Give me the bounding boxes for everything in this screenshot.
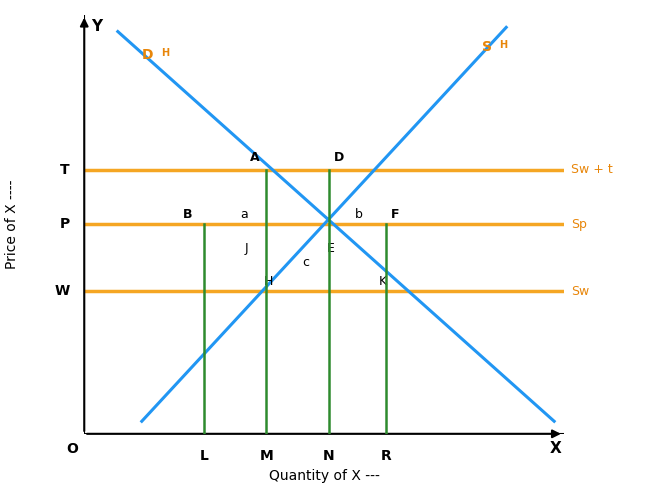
- Text: F: F: [391, 208, 400, 221]
- Text: K: K: [379, 275, 388, 288]
- Text: L: L: [200, 449, 209, 462]
- Text: Price of X ----: Price of X ----: [5, 179, 19, 269]
- Text: D: D: [334, 151, 344, 165]
- Text: A: A: [249, 151, 259, 165]
- Text: J: J: [245, 242, 248, 254]
- Text: N: N: [323, 449, 334, 462]
- Text: X: X: [550, 441, 561, 456]
- Text: b: b: [355, 208, 363, 221]
- Text: Sw: Sw: [571, 285, 589, 298]
- Text: Y: Y: [91, 19, 102, 34]
- Text: a: a: [240, 208, 248, 221]
- Text: H: H: [499, 40, 507, 50]
- Text: D: D: [142, 48, 154, 62]
- Text: Sp: Sp: [571, 218, 587, 231]
- Text: R: R: [381, 449, 391, 462]
- Text: E: E: [327, 242, 334, 254]
- Text: S: S: [482, 40, 492, 54]
- Text: W: W: [54, 284, 70, 298]
- Text: H: H: [161, 48, 169, 58]
- Text: c: c: [303, 256, 310, 269]
- Text: T: T: [60, 163, 70, 177]
- Text: P: P: [60, 217, 70, 231]
- Text: B: B: [183, 208, 192, 221]
- Text: O: O: [66, 442, 78, 456]
- Text: M: M: [260, 449, 273, 462]
- Text: H: H: [264, 275, 273, 288]
- Text: Sw + t: Sw + t: [571, 163, 613, 176]
- Text: Quantity of X ---: Quantity of X ---: [268, 469, 380, 484]
